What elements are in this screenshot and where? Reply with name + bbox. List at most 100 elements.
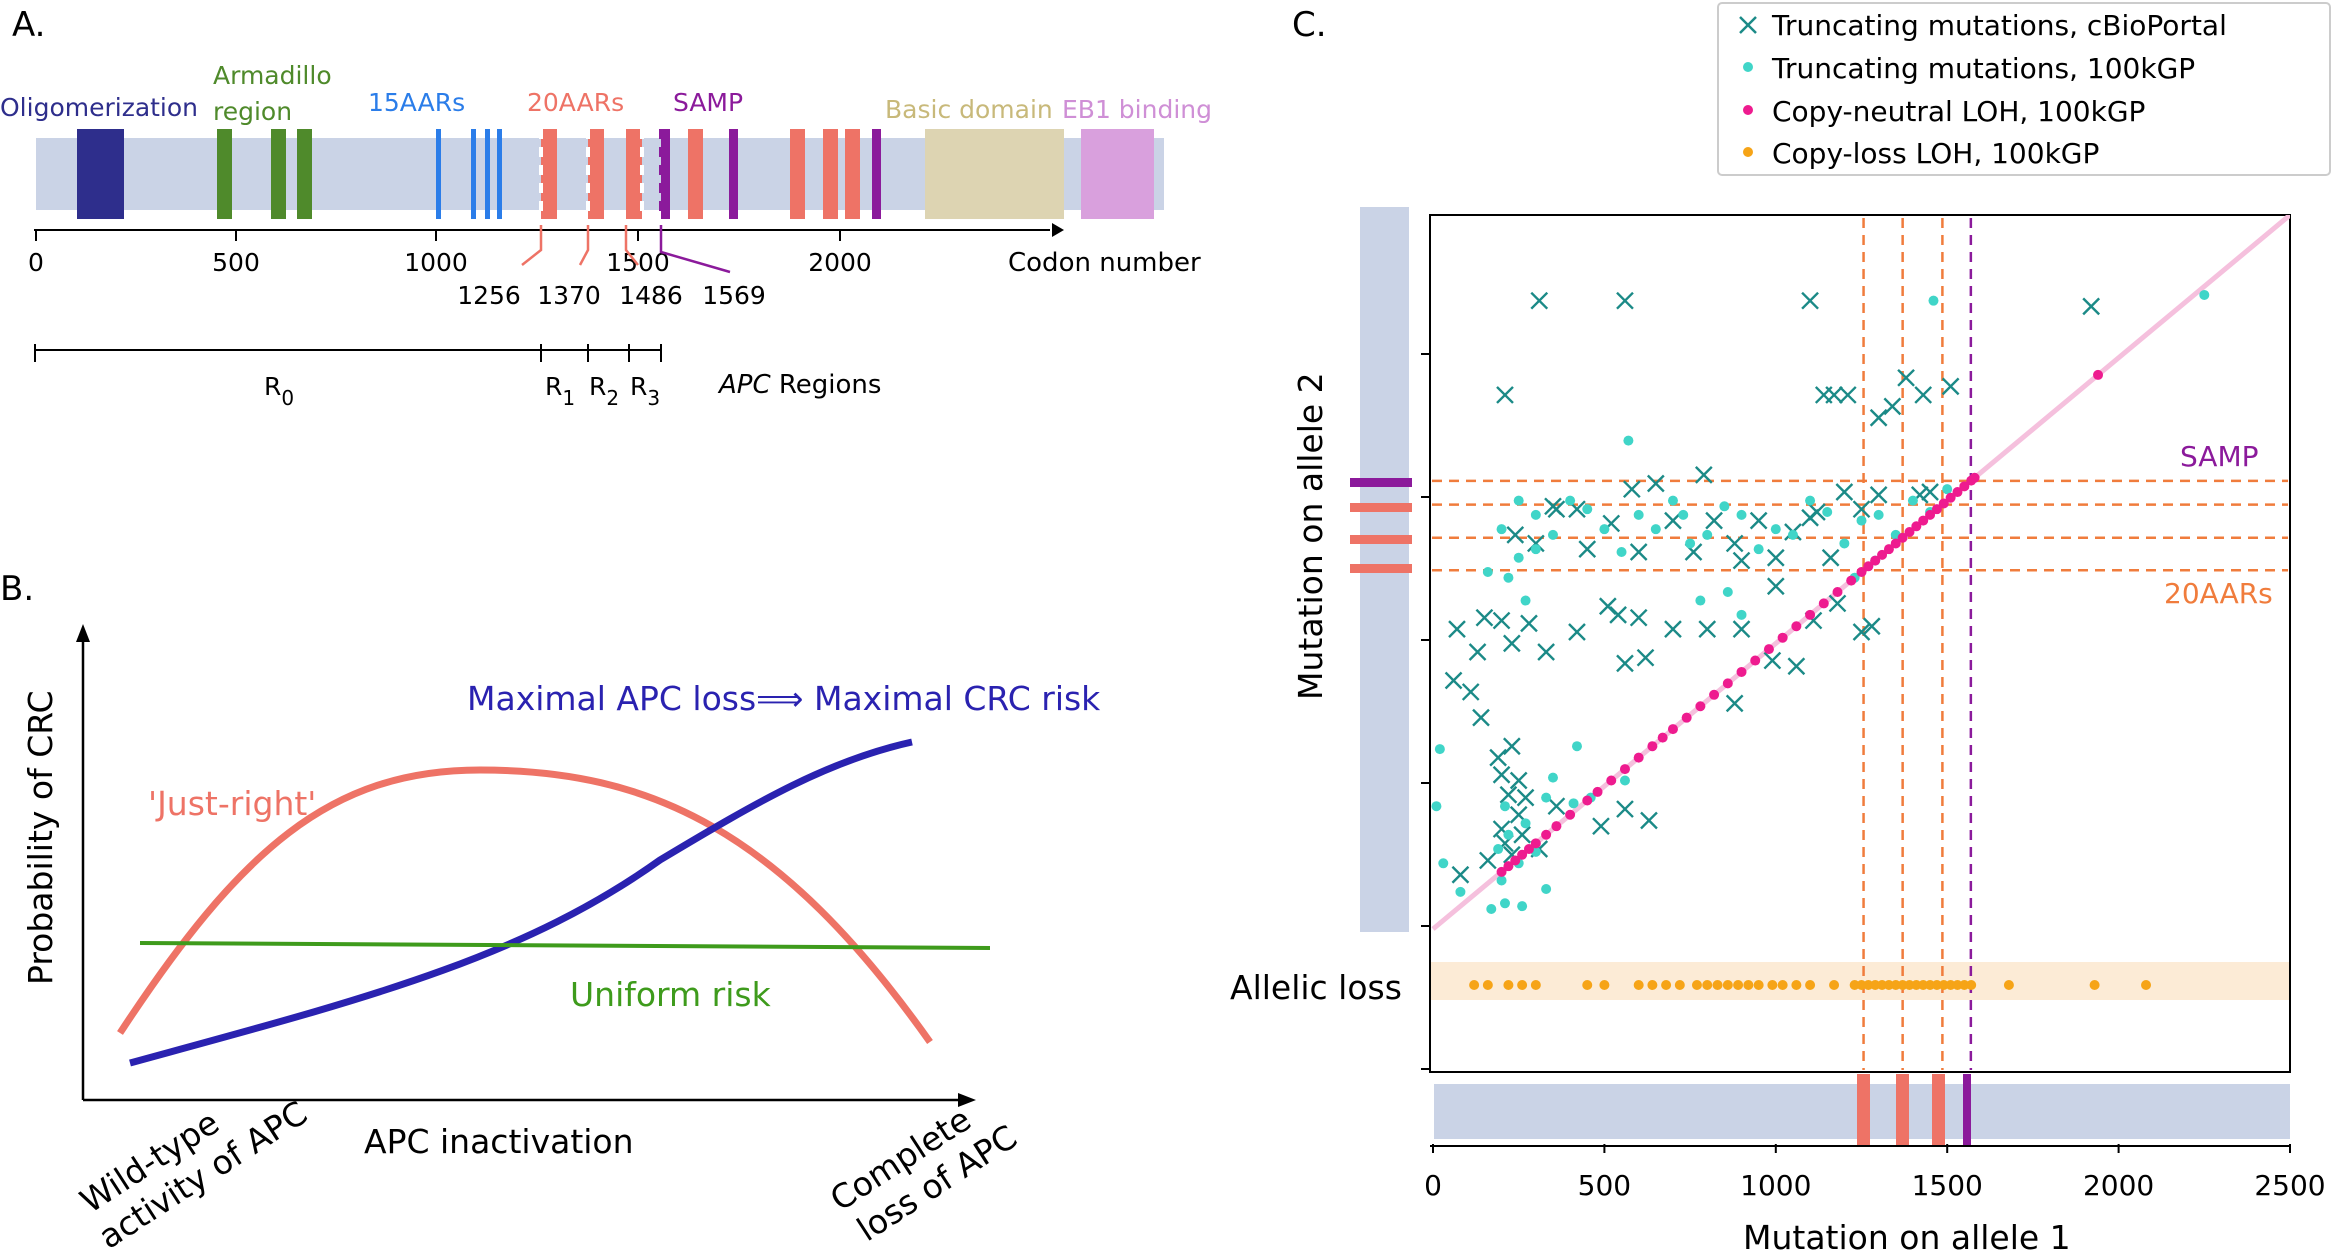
cbioportal-point-stroke [1914,386,1933,404]
samp-block-1 [661,129,670,219]
panel-c-xlabel: Mutation on allele 1 [1743,1218,2071,1257]
cnloh-point [1883,544,1894,555]
cbioportal-point-stroke [1749,511,1768,530]
kgp-truncating-point [1513,552,1524,563]
cbioportal-point-stroke [1578,540,1597,559]
codon-tick-500: 500 [212,248,260,277]
kgp-truncating-point [1685,538,1696,549]
cbioportal-point [1828,594,1847,613]
cbioportal-point [1705,511,1723,530]
codon-tick-1000: 1000 [404,248,468,277]
clloh-point [1805,980,1816,990]
cbioportal-point-stroke [1698,620,1717,638]
cbioportal-point-stroke [1478,851,1497,870]
cbioportal-point [1475,608,1494,627]
cbioportal-point [1520,614,1538,633]
allele1-20aar-tick-1 [1857,1074,1870,1146]
cnloh-point [1832,586,1843,597]
panel-b-letter: B. [0,569,34,609]
cbioportal-point [1509,771,1528,790]
armadillo-label: Armadillo [213,61,332,90]
legend-box [1717,2,2331,176]
cbioportal-point [1526,534,1545,553]
oligomerization-block [77,129,124,219]
cbioportal-point-stroke [1537,643,1555,661]
x-tick-label: 2500 [2254,1169,2325,1202]
clloh-point [1722,980,1733,990]
cbioportal-point-stroke [1616,291,1634,310]
cnloh-point [1877,549,1888,560]
aar15-label: 15AARs [368,88,465,117]
cbioportal-point-stroke [1640,811,1658,830]
kgp-truncating-point [1787,529,1798,540]
clloh-point [1856,980,1867,990]
cbioportal-point-stroke [1838,386,1857,404]
kgp-truncating-point [1722,586,1733,597]
clloh-point [1870,980,1881,990]
cbioportal-point-stroke [1629,543,1648,561]
x-axis-ticks: 0 500 1000 1500 2000 2500 [1424,1144,2326,1202]
region-r1-label: R1 [545,372,575,410]
cbioportal-point-stroke [1646,474,1665,493]
cbioportal-point-stroke [2082,297,2101,316]
kgp-truncating-point [1667,495,1678,506]
kgp-truncating-point [1431,801,1442,812]
region-r3-label: R3 [630,372,660,410]
cbioportal-point-stroke [1461,683,1480,701]
cbioportal-point [1869,408,1888,427]
clloh-point [1691,980,1702,990]
uniform-risk-line [139,941,991,950]
cbioportal-point-stroke [1852,623,1871,641]
cnloh-point [1763,644,1774,655]
cbioportal-point [1732,551,1751,570]
apc-regions-axis: R0 R1 R2 R3 APC Regions [34,344,881,410]
cnloh-point [1818,598,1829,609]
kgp-truncating-point [2199,289,2210,300]
panel-c-ylabel: Mutation on allele 2 [1291,372,1330,700]
kgp-truncating-point [1873,509,1884,520]
kgp-truncating-point [1530,544,1541,555]
codon-axis: 0 500 1000 1500 2000 Codon number [28,223,1201,278]
kgp-truncating-point [1839,538,1850,549]
clloh-point [1863,980,1874,990]
cbioportal-point [1640,811,1658,830]
allele1-samp-tick [1963,1074,1971,1146]
cbioportal-point [1516,788,1535,807]
clloh-point [1674,980,1685,990]
clloh-point [1503,980,1514,990]
aar15-block-1 [436,129,441,219]
scatter-plot-frame [1429,214,2291,1073]
codon-axis-arrow [1052,223,1064,237]
region-r2-label: R2 [589,372,619,410]
cbioportal-point-stroke [1705,511,1723,530]
cnloh-point [1959,481,1970,492]
kgp-truncating-point [1486,904,1497,915]
clloh-point [1647,980,1658,990]
kgp-truncating-point [1565,495,1576,506]
clloh-point [1791,980,1802,990]
cbioportal-point [1530,291,1549,310]
kgp-truncating-point [1503,829,1514,840]
uniform-risk-label: Uniform risk [570,975,772,1014]
x-tick-label: 1000 [1740,1169,1811,1202]
panel-c-letter: C. [1292,5,1327,45]
panel-b: B. 'Just-right' Maximal APC loss⟹ Maxima… [0,569,1101,1256]
cbioportal-point-stroke [1489,748,1507,767]
clloh-point [2141,980,2152,990]
cbioportal-point-stroke [1609,605,1627,624]
cbioportal-point [1801,508,1819,527]
cbioportal-point [1694,466,1713,484]
cbioportal-point [1461,683,1480,701]
cbioportal-point-stroke [1869,486,1888,504]
clloh-point [1925,980,1936,990]
panel-c: C. Truncating mutations, cBioPortal Trun… [1230,2,2331,1257]
kgp-truncating-point [1702,529,1713,540]
basic-domain-block [925,129,1064,219]
cbioportal-point-stroke [1684,543,1703,561]
cnloh-point [1925,509,1936,520]
cbioportal-point-stroke [1598,597,1617,616]
cbioportal-point-stroke [1725,694,1744,713]
kgp-truncating-point [1568,798,1579,809]
kgp-truncating-point [1513,495,1524,506]
kgp-truncating-point [1582,504,1593,515]
